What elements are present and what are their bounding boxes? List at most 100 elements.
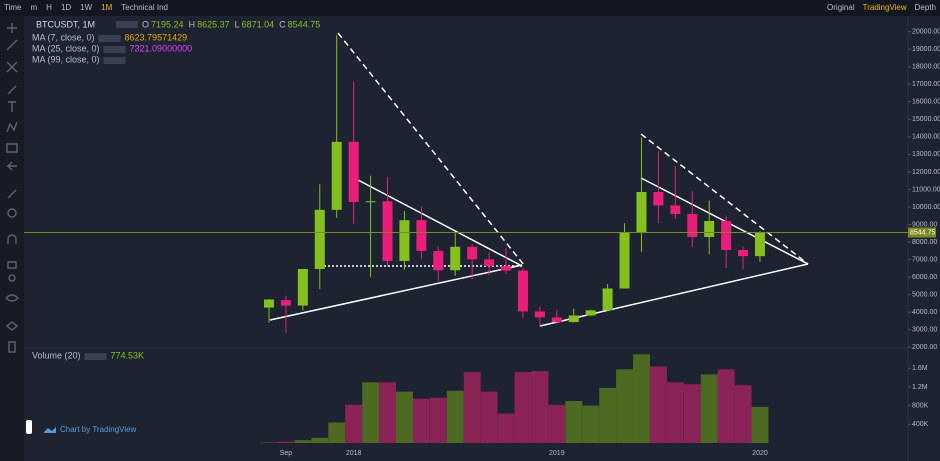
trend-line bbox=[357, 179, 523, 267]
y-tick-label: 11000.00 bbox=[912, 186, 940, 193]
candle-body bbox=[264, 299, 274, 308]
legend-icons bbox=[116, 21, 138, 28]
y-tick-label: 15000.00 bbox=[912, 116, 940, 123]
legend-icons bbox=[103, 46, 126, 53]
candle-body bbox=[433, 250, 444, 271]
volume-bar bbox=[497, 413, 515, 443]
y-tick-label: 14000.00 bbox=[912, 134, 940, 141]
volume-bar bbox=[599, 387, 617, 443]
y-tick-label: 400K bbox=[912, 421, 929, 428]
volume-bar bbox=[328, 422, 346, 443]
y-tick-label: 6000.00 bbox=[912, 274, 937, 281]
y-tick-label: 9000.00 bbox=[912, 221, 937, 228]
legend-text: 8544.75 bbox=[288, 19, 321, 29]
toolbar-button[interactable]: Original bbox=[827, 3, 855, 12]
price-tag bbox=[908, 227, 936, 238]
candle-body bbox=[501, 266, 512, 271]
y-tick-label: 800K bbox=[912, 403, 929, 410]
ma-label: MA (99, close, 0) bbox=[32, 54, 100, 64]
ma-value: 7321.09000000 bbox=[130, 43, 193, 53]
volume-bar bbox=[379, 382, 397, 443]
candle-body bbox=[754, 232, 765, 257]
toolbar-button[interactable]: 1W bbox=[80, 3, 92, 12]
candle-body bbox=[636, 191, 647, 232]
trend-line bbox=[640, 133, 809, 265]
top-bar bbox=[0, 0, 940, 16]
volume-bar bbox=[277, 441, 295, 443]
volume-bar bbox=[633, 354, 650, 443]
y-tick-label: 16000.00 bbox=[912, 99, 940, 106]
y-tick-label: 3000.00 bbox=[912, 327, 937, 334]
ma-label: MA (7, close, 0) bbox=[32, 32, 95, 42]
candle-body bbox=[399, 220, 410, 261]
volume-bar bbox=[412, 398, 430, 443]
y-tick-label: 8000.00 bbox=[912, 239, 937, 246]
y-tick-label: 10000.00 bbox=[912, 204, 940, 211]
toolbar-button[interactable]: TradingView bbox=[863, 3, 907, 12]
legend-text: 7195.24 bbox=[151, 19, 184, 29]
y-tick-label: 1.2M bbox=[912, 384, 928, 391]
y-tick-label: 1.6M bbox=[912, 365, 928, 372]
x-tick-label: 2019 bbox=[549, 450, 565, 457]
volume-bar bbox=[345, 404, 363, 443]
candle-body bbox=[738, 250, 749, 257]
drawings bbox=[269, 32, 809, 327]
volume-label: Volume (20) bbox=[32, 350, 81, 360]
y-tick-label: 5000.00 bbox=[912, 291, 937, 298]
y-tick-label: 2000.00 bbox=[912, 344, 937, 351]
price-tag-label: 8544.75 bbox=[910, 229, 935, 236]
candle-body bbox=[517, 270, 528, 312]
trend-line bbox=[539, 263, 809, 327]
volume-bar bbox=[311, 437, 329, 443]
toolbar-button[interactable]: H bbox=[46, 3, 52, 12]
volume-bar bbox=[717, 369, 735, 443]
volume-bar bbox=[514, 372, 532, 443]
toolbar-button[interactable]: Technical Ind bbox=[121, 3, 168, 12]
candle-body bbox=[585, 310, 596, 316]
y-tick-label: 4000.00 bbox=[912, 309, 937, 316]
candle-body bbox=[568, 315, 579, 323]
candle-body bbox=[467, 246, 478, 260]
candle-body bbox=[314, 209, 325, 269]
candle-body bbox=[331, 141, 342, 210]
toolbar-button[interactable]: 1M bbox=[101, 3, 112, 12]
left-toolbar bbox=[0, 16, 24, 461]
legend-text: C bbox=[279, 19, 286, 29]
y-tick-label: 12000.00 bbox=[912, 169, 940, 176]
trend-line bbox=[269, 264, 523, 321]
volume-bar bbox=[751, 406, 769, 443]
candle-body bbox=[551, 317, 562, 323]
scroll-handle[interactable] bbox=[26, 420, 32, 434]
candle-body bbox=[416, 220, 427, 251]
volume-bar bbox=[531, 371, 549, 443]
toolbar-button[interactable]: m bbox=[30, 3, 37, 12]
toolbar-button[interactable]: 1D bbox=[61, 3, 71, 12]
y-tick-label: 17000.00 bbox=[912, 81, 940, 88]
candle-body bbox=[602, 288, 613, 311]
volume-bar bbox=[683, 384, 701, 443]
volume-bar bbox=[548, 404, 566, 443]
legend-text: 6871.04 bbox=[242, 19, 275, 29]
legend-icons bbox=[84, 353, 107, 360]
toolbar-button[interactable]: Depth bbox=[915, 3, 936, 12]
legend-text: H bbox=[189, 19, 196, 29]
y-tick-label: 19000.00 bbox=[912, 46, 940, 53]
tool-icons bbox=[5, 23, 19, 353]
y-tick-label: 20000.00 bbox=[912, 28, 940, 35]
candle-body bbox=[653, 191, 664, 206]
candle-body bbox=[704, 221, 715, 238]
ma-label: MA (25, close, 0) bbox=[32, 43, 100, 53]
volume-bar bbox=[649, 366, 667, 443]
candle-body bbox=[534, 311, 545, 318]
toolbar-button[interactable]: Time bbox=[4, 3, 22, 12]
volume-bar bbox=[480, 391, 498, 443]
x-tick-label: 2018 bbox=[346, 450, 362, 457]
candle-body bbox=[687, 213, 698, 238]
volume-bar bbox=[396, 391, 413, 443]
symbol: BTCUSDT, 1M bbox=[36, 19, 95, 29]
y-tick-label: 7000.00 bbox=[912, 256, 937, 263]
watermark: Chart by TradingView bbox=[60, 425, 137, 434]
candle-body bbox=[382, 201, 393, 261]
volume-bar bbox=[666, 382, 684, 443]
